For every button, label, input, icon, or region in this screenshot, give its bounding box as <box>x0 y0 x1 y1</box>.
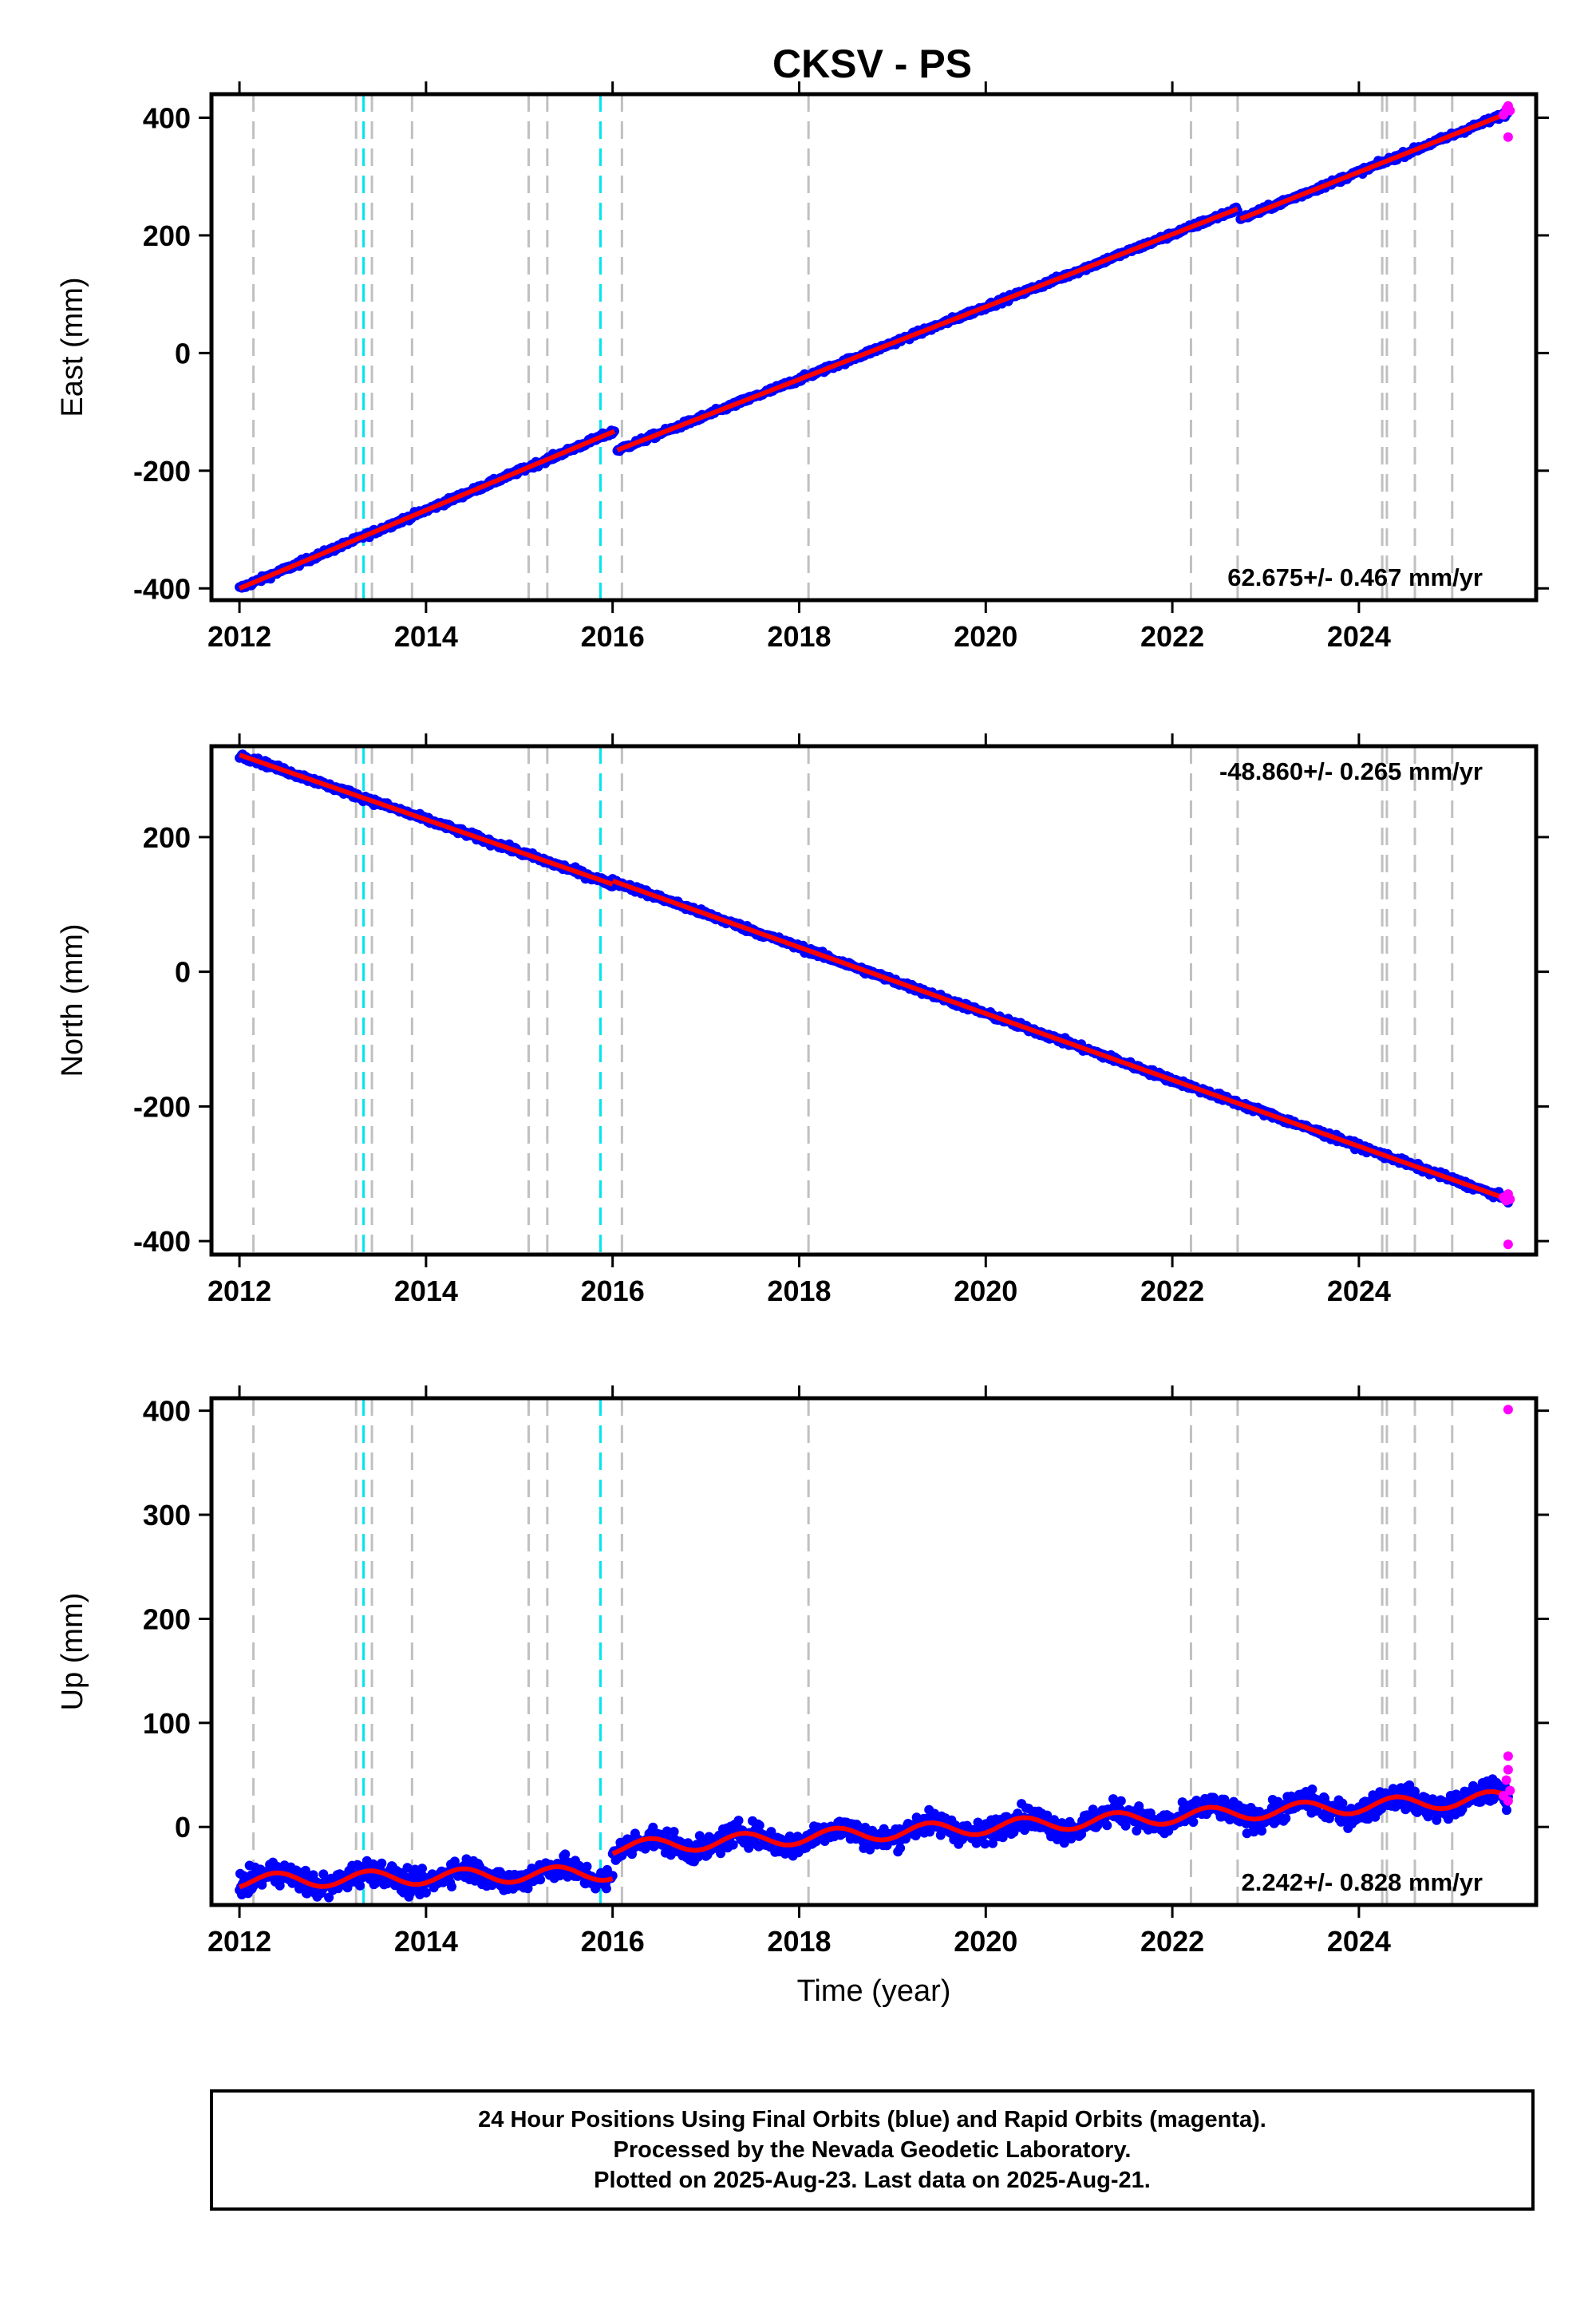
x-tick-label: 2012 <box>207 620 271 653</box>
y-tick-label: 200 <box>143 821 191 854</box>
series-rapid-points <box>1499 101 1515 142</box>
model-line <box>239 753 614 887</box>
final-point <box>669 1827 679 1837</box>
final-point <box>560 1849 571 1860</box>
x-tick-label: 2022 <box>1140 620 1204 653</box>
x-tick-label: 2014 <box>394 620 458 653</box>
final-point <box>728 1840 738 1850</box>
final-point <box>733 1816 744 1826</box>
rate-annotation: 62.675+/- 0.467 mm/yr <box>1227 563 1483 591</box>
x-tick-label: 2018 <box>767 620 831 653</box>
rapid-point <box>1503 132 1513 142</box>
final-point <box>402 1863 413 1873</box>
plot-area-north <box>235 746 1515 1255</box>
final-point <box>1120 1820 1131 1831</box>
y-axis-label: North (mm) <box>56 923 89 1077</box>
final-point <box>1042 1810 1053 1820</box>
final-point <box>410 1864 421 1875</box>
model-line <box>616 206 1238 453</box>
panel-east: 2012 2014 2016 2018 2020 2022 2024 -400 -200 0 200… <box>56 81 1549 653</box>
final-point <box>535 1875 546 1885</box>
rapid-point <box>1505 105 1515 116</box>
y-tick-label: 0 <box>175 956 191 989</box>
model-line <box>238 429 616 591</box>
rapid-point <box>1503 1239 1513 1250</box>
final-point <box>1257 1826 1267 1836</box>
final-point <box>417 1863 427 1874</box>
model-line <box>1239 110 1509 222</box>
y-tick-label: 0 <box>175 337 191 370</box>
plot-area-up <box>235 1398 1515 1905</box>
x-tick-label: 2024 <box>1327 1275 1391 1307</box>
final-point <box>865 1844 875 1855</box>
final-point <box>601 1883 611 1894</box>
x-tick-label: 2018 <box>767 1275 831 1307</box>
final-point <box>1059 1838 1069 1848</box>
x-tick-label: 2020 <box>954 1275 1017 1307</box>
final-point <box>582 1861 592 1871</box>
x-tick-label: 2014 <box>394 1275 458 1307</box>
final-point <box>324 1892 334 1903</box>
chart-title: CKSV - PS <box>772 41 972 86</box>
panel-frame-north <box>209 744 1539 1257</box>
final-point <box>377 1858 387 1868</box>
x-tick-label: 2016 <box>581 620 645 653</box>
x-tick-label: 2022 <box>1140 1275 1204 1307</box>
y-tick-label: -200 <box>133 1090 191 1123</box>
final-point <box>355 1880 365 1891</box>
final-point <box>447 1882 456 1891</box>
final-point <box>318 1869 329 1879</box>
model-line <box>611 878 1509 1202</box>
y-axis-label: East (mm) <box>56 277 89 417</box>
final-point <box>662 1826 672 1836</box>
x-tick-label: 2016 <box>581 1275 645 1307</box>
final-point <box>1102 1820 1112 1831</box>
y-tick-label: -400 <box>133 1225 191 1258</box>
final-point <box>1281 1813 1291 1824</box>
final-point <box>754 1820 764 1831</box>
rate-annotation: -48.860+/- 0.265 mm/yr <box>1219 757 1483 785</box>
series-rapid-points <box>1499 1189 1515 1250</box>
y-tick-label: -200 <box>133 455 191 488</box>
x-tick-label: 2012 <box>207 1275 271 1307</box>
rapid-point <box>1505 1194 1515 1204</box>
final-point <box>1337 1798 1348 1808</box>
x-tick-label: 2020 <box>954 620 1017 653</box>
x-tick-label: 2024 <box>1327 620 1391 653</box>
final-point <box>1307 1784 1317 1794</box>
final-point <box>895 1843 906 1853</box>
final-point <box>1188 1817 1199 1828</box>
panel-frame-east <box>209 92 1539 603</box>
panel-up: 2012 2014 2016 2018 2020 2022 2024010020030040… <box>56 1385 1549 2008</box>
y-tick-label: -400 <box>133 572 191 605</box>
plot-area-east <box>235 94 1515 600</box>
y-tick-label: 200 <box>143 219 191 252</box>
final-point <box>980 1839 990 1849</box>
panel-north: 2012 2014 2016 2018 2020 2022 2024 -400 -200 0 200… <box>56 733 1549 1307</box>
final-point <box>421 1887 431 1898</box>
final-point <box>1116 1796 1126 1806</box>
y-tick-label: 400 <box>143 101 191 134</box>
final-point <box>1336 1816 1346 1827</box>
